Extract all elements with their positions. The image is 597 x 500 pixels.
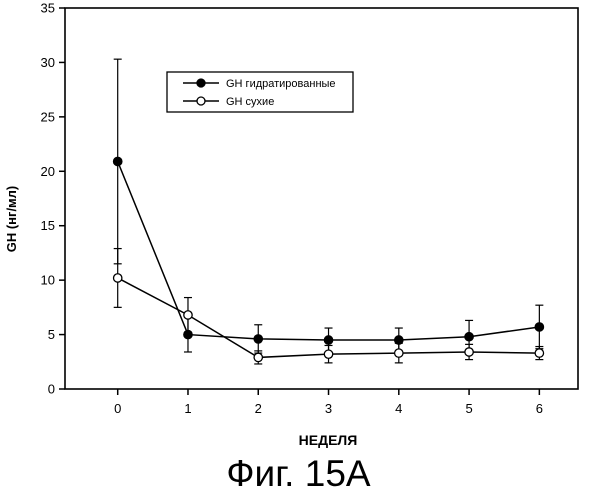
data-point [465,348,473,356]
x-axis-label: НЕДЕЛЯ [299,432,358,448]
series-2 [114,249,544,364]
x-tick-label: 3 [325,401,332,416]
data-point [324,336,332,344]
legend-label: GH гидратированные [226,78,336,90]
y-tick-label: 30 [41,55,55,70]
y-tick-label: 35 [41,1,55,16]
open-circle-marker-icon [197,97,205,105]
y-tick-label: 5 [48,327,55,342]
data-point [324,350,332,358]
figure-caption: Фиг. 15А [0,448,597,500]
data-point [254,353,262,361]
x-tick-label: 2 [255,401,262,416]
x-tick-label: 6 [536,401,543,416]
data-point [535,323,543,331]
data-point [535,349,543,357]
data-point [114,157,122,165]
filled-circle-marker-icon [197,79,205,87]
data-point [395,349,403,357]
legend: GH гидратированные GH сухие [167,72,353,112]
axes: 0 5 10 15 20 25 30 35 0 1 2 3 4 5 6 [41,1,578,417]
y-tick-label: 0 [48,382,55,397]
y-tick-label: 25 [41,109,55,124]
legend-label: GH сухие [226,96,274,108]
x-tick-label: 4 [395,401,402,416]
series-line [118,161,540,340]
y-axis-label: GH (нг/мл) [4,186,19,253]
data-point [114,274,122,282]
data-point [254,335,262,343]
x-tick-label: 5 [465,401,472,416]
x-tick-label: 0 [114,401,121,416]
line-chart: 0 5 10 15 20 25 30 35 0 1 2 3 4 5 6 GH гидратированные… [0,0,597,450]
x-tick-label: 1 [184,401,191,416]
y-tick-label: 15 [41,218,55,233]
data-point [465,333,473,341]
data-point [184,311,192,319]
y-tick-label: 10 [41,273,55,288]
y-tick-label: 20 [41,164,55,179]
